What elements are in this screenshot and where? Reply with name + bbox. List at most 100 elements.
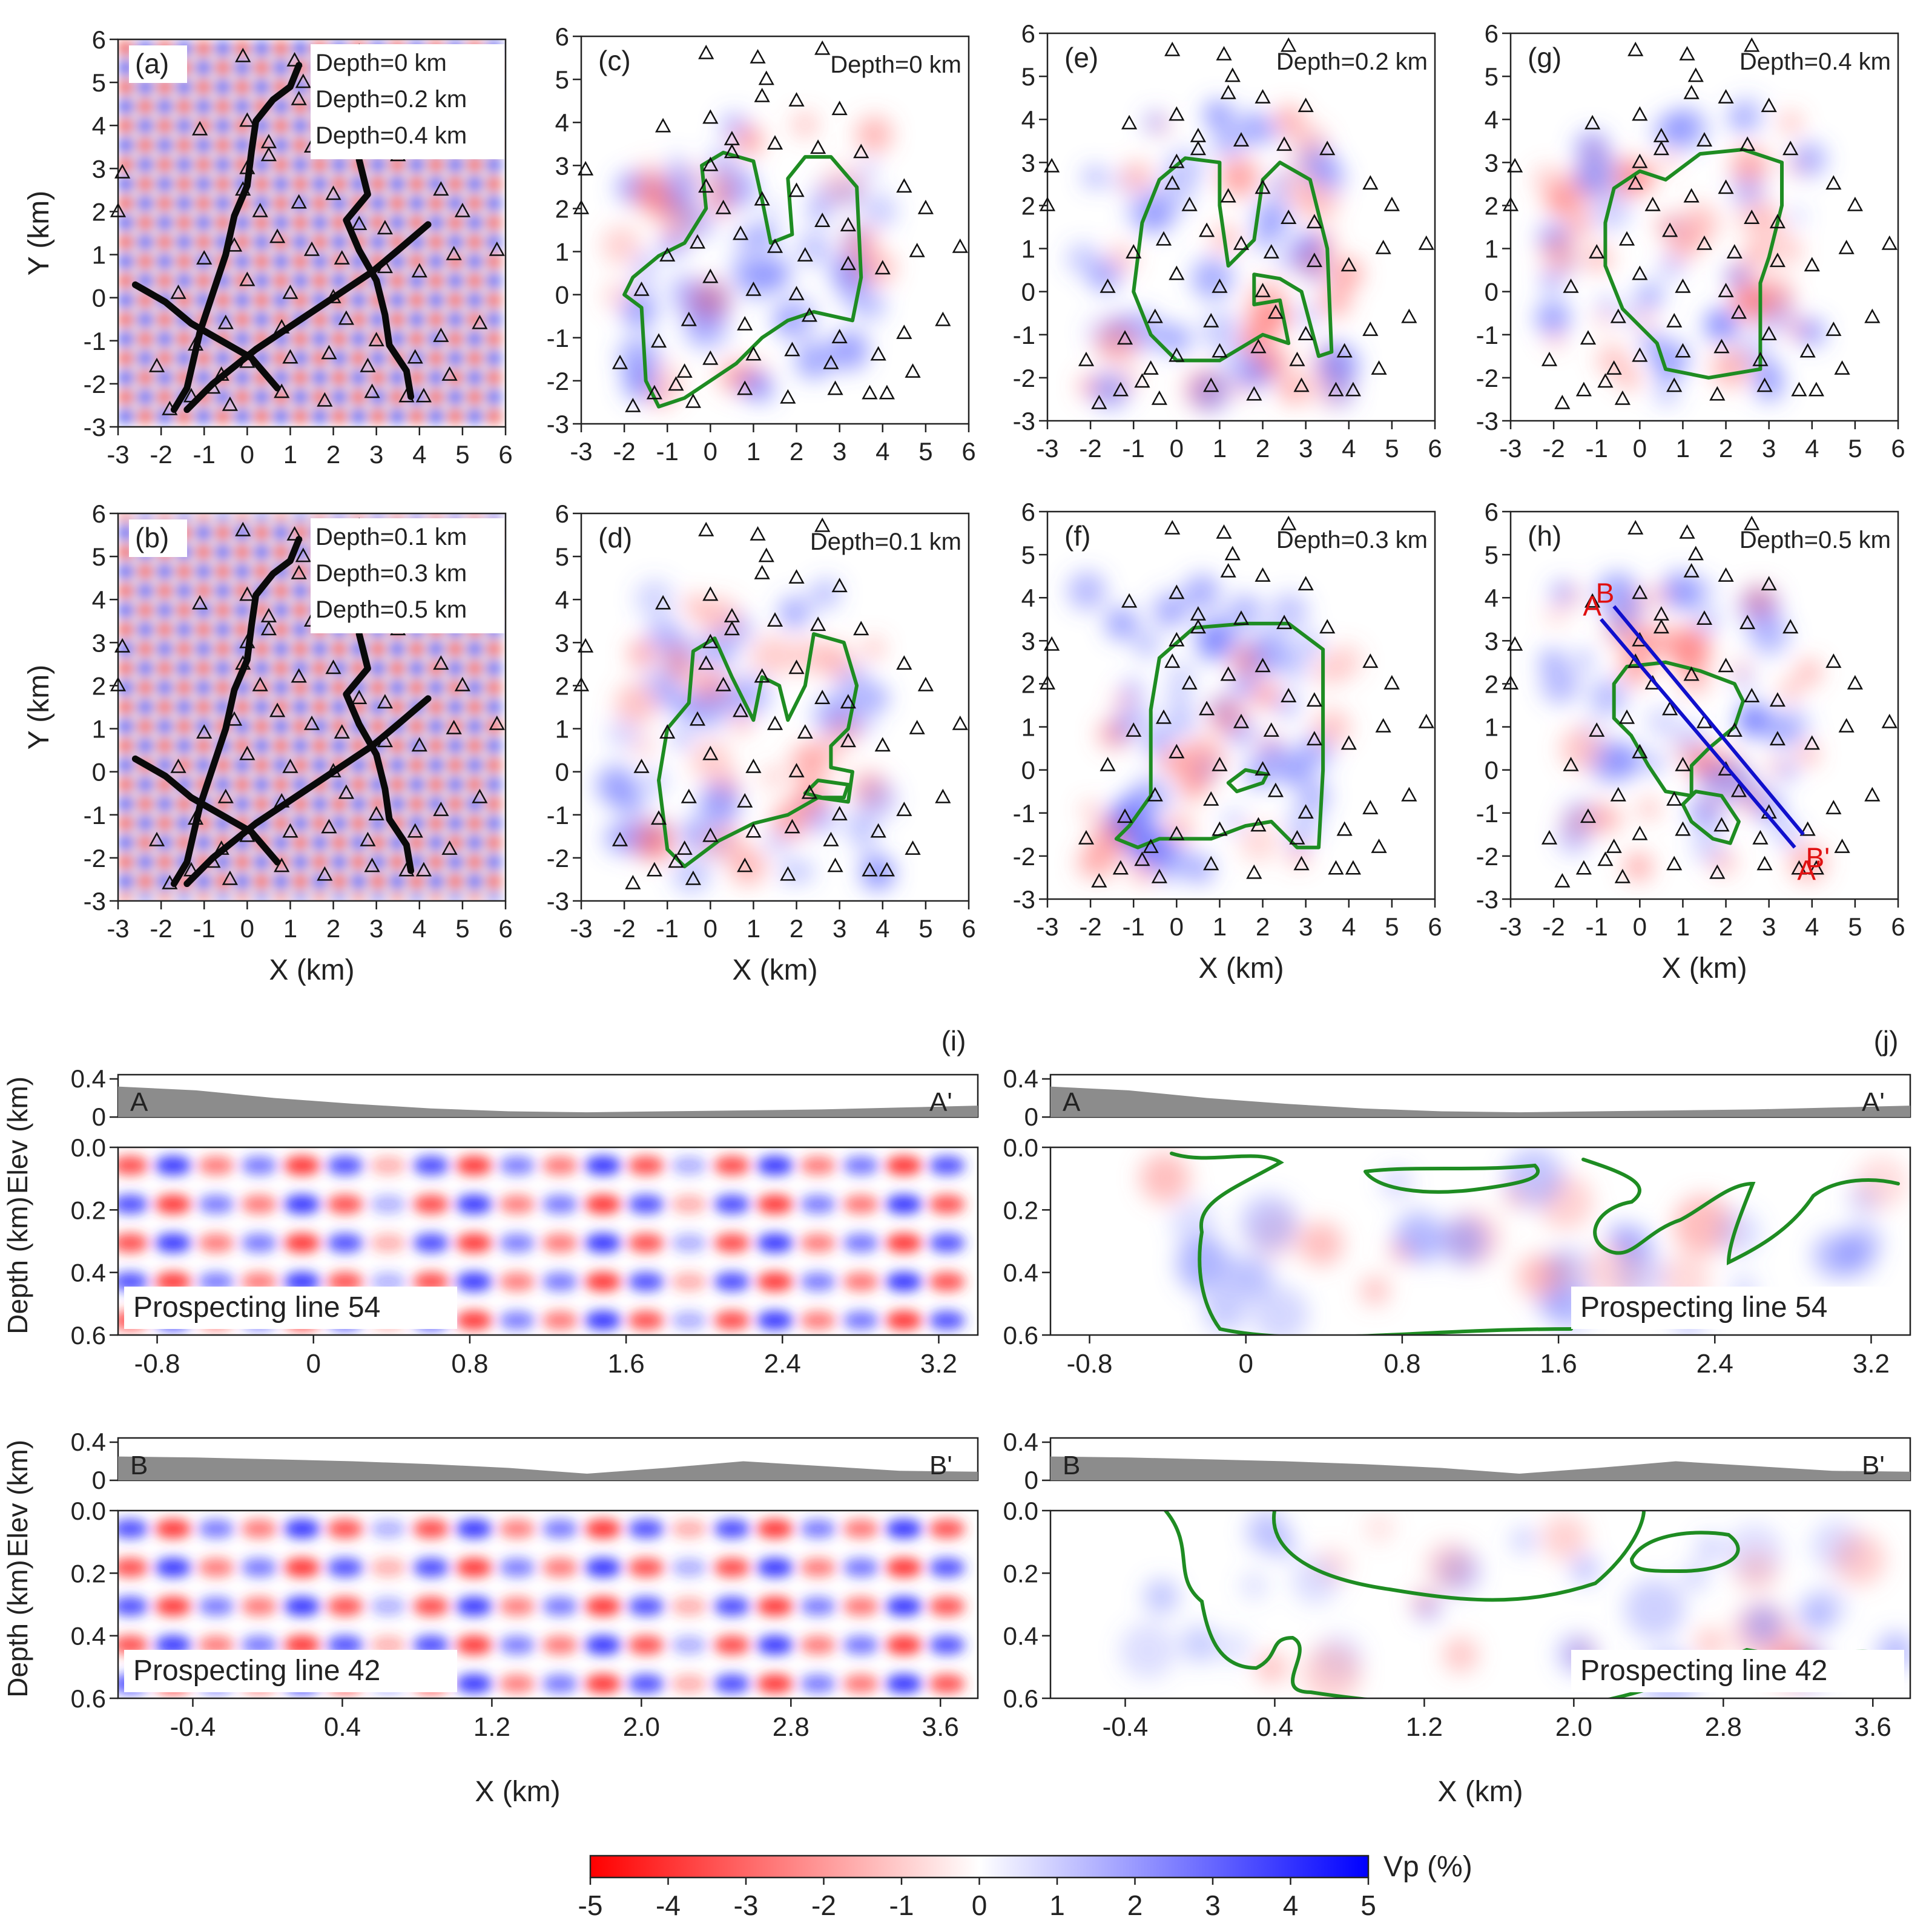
station-triangle <box>1255 89 1271 104</box>
station-triangle <box>788 92 805 107</box>
station-triangle <box>1610 786 1626 802</box>
station-triangle <box>1345 381 1362 397</box>
profile-end-label: A' <box>1797 855 1821 886</box>
station-triangle <box>737 857 753 872</box>
station-triangle <box>1744 37 1760 52</box>
station-triangle <box>1220 188 1236 203</box>
x-tick-label: 0.4 <box>1256 1712 1293 1742</box>
station-triangle <box>1632 825 1648 840</box>
station-triangle <box>1791 381 1807 397</box>
station-triangle <box>1683 188 1700 203</box>
station-triangle <box>831 329 848 344</box>
station-triangle <box>433 655 449 670</box>
x-axis-label: X (km) <box>732 954 817 986</box>
station-triangle <box>1804 735 1820 750</box>
station-triangle <box>377 694 394 709</box>
station-triangle <box>235 521 251 536</box>
station-triangle <box>1169 584 1185 599</box>
elev-axis-label: Elev (km) <box>2 1076 33 1194</box>
station-triangle <box>1614 868 1631 883</box>
x-tick-label: -2 <box>1542 434 1565 463</box>
y-tick-label: 2 <box>1021 670 1035 698</box>
station-triangle <box>170 758 186 773</box>
colorbar-tick-label: -3 <box>734 1890 759 1921</box>
station-triangle <box>896 325 912 339</box>
station-triangle <box>823 354 839 369</box>
depth-label: Depth=0 km <box>830 51 961 78</box>
station-triangle <box>952 238 968 253</box>
x-tick-label: 5 <box>1848 912 1862 941</box>
x-tick-label: 4 <box>1805 434 1819 463</box>
station-triangle <box>1147 308 1163 323</box>
station-triangle <box>1709 864 1726 879</box>
station-triangle <box>407 823 423 838</box>
prospecting-line-label: Prospecting line 54 <box>133 1291 380 1324</box>
station-triangle <box>1276 136 1293 151</box>
station-triangle <box>1151 390 1168 405</box>
x-tick-label: 5 <box>918 914 932 943</box>
station-triangle <box>840 733 857 748</box>
x-tick-label: -3 <box>570 437 592 466</box>
y-tick-label: -2 <box>1476 842 1499 871</box>
panel-label: (c) <box>598 45 631 76</box>
station-triangle <box>239 271 256 286</box>
station-markers <box>573 40 968 412</box>
recovery-contour <box>657 632 859 869</box>
station-triangle <box>1834 360 1850 375</box>
x-tick-label: 6 <box>1891 434 1905 463</box>
station-triangle <box>745 281 762 296</box>
station-triangle <box>222 870 239 885</box>
x-tick-label: -2 <box>613 914 635 943</box>
station-triangle <box>1169 743 1185 759</box>
station-triangle <box>1632 153 1648 168</box>
station-triangle <box>1584 593 1601 608</box>
x-tick-label: 0 <box>1633 912 1647 941</box>
y-tick-label: -2 <box>547 367 569 395</box>
x-tick-label: 0 <box>240 914 254 943</box>
line-label-box <box>1571 1287 1904 1329</box>
y-tick-label: -1 <box>1013 799 1035 828</box>
x-tick-label: 3 <box>833 437 846 466</box>
y-tick-label: -3 <box>1476 407 1499 435</box>
station-triangle <box>1718 89 1734 104</box>
station-triangle <box>745 346 762 361</box>
station-triangle <box>415 862 432 877</box>
station-triangle <box>1799 343 1816 358</box>
station-triangle <box>1761 97 1777 113</box>
station-triangle <box>325 185 341 200</box>
fault-trace <box>170 536 303 888</box>
station-triangle <box>1881 713 1898 728</box>
station-triangle <box>840 217 857 232</box>
x-tick-label: -1 <box>193 440 216 469</box>
station-triangle <box>896 178 912 193</box>
station-triangle <box>685 870 702 885</box>
station-triangle <box>1220 84 1236 99</box>
panel-label: (b) <box>135 522 169 553</box>
station-triangle <box>1683 84 1700 99</box>
colorbar-label: Vp (%) <box>1383 1851 1472 1883</box>
station-triangle <box>810 616 826 631</box>
station-triangle <box>472 788 488 803</box>
profile-start-label: B <box>1596 577 1615 608</box>
x-tick-label: 6 <box>1428 434 1442 463</box>
station-triangle <box>110 676 127 691</box>
station-triangle <box>814 517 831 532</box>
x-tick-label: 2 <box>790 437 803 466</box>
station-triangle <box>1606 360 1622 375</box>
station-triangle <box>1298 576 1314 591</box>
station-triangle <box>823 831 839 846</box>
station-triangle <box>1589 722 1605 737</box>
station-triangle <box>1216 524 1232 539</box>
y-tick-label: 0 <box>92 758 106 786</box>
station-triangle <box>269 228 286 243</box>
x-tick-label: 2.0 <box>623 1712 660 1742</box>
y-tick-label: -3 <box>547 887 569 915</box>
station-triangle <box>702 827 719 842</box>
y-tick-label: 6 <box>1021 498 1035 526</box>
station-triangle <box>1293 377 1310 392</box>
station-triangle <box>840 694 857 709</box>
station-triangle <box>286 51 303 67</box>
station-triangle <box>1825 321 1842 336</box>
station-triangle <box>1078 829 1095 845</box>
